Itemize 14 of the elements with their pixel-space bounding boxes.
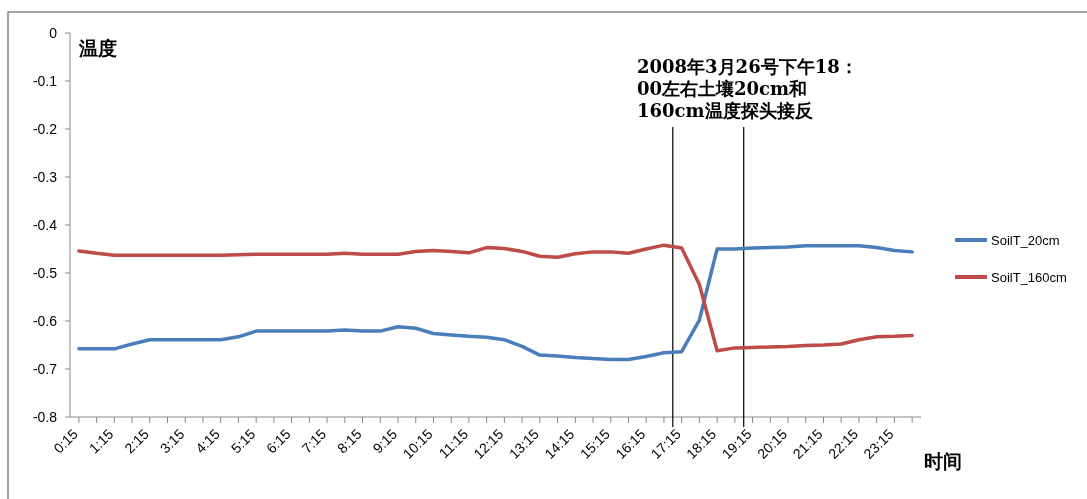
y-tick-label: -0.3 xyxy=(32,169,58,185)
y-tick-label: -0.1 xyxy=(32,73,58,89)
legend-label: SoilT_160cm xyxy=(991,270,1067,285)
y-tick-label: -0.4 xyxy=(32,217,58,233)
y-tick-label: -0.7 xyxy=(32,361,58,377)
y-tick-label: -0.8 xyxy=(32,409,58,425)
y-tick-label: -0.6 xyxy=(32,313,58,329)
legend-label: SoilT_20cm xyxy=(991,233,1060,248)
y-tick-label: -0.2 xyxy=(32,121,58,137)
annotation: 2008年3月26号下午18：00左右土壤20cm和160cm温度探头接反 xyxy=(637,56,859,122)
y-axis-title: 温度 xyxy=(78,38,117,59)
x-axis-title: 时间 xyxy=(924,451,962,472)
y-tick-label: 0 xyxy=(49,25,58,41)
y-tick-label: -0.5 xyxy=(32,265,58,281)
